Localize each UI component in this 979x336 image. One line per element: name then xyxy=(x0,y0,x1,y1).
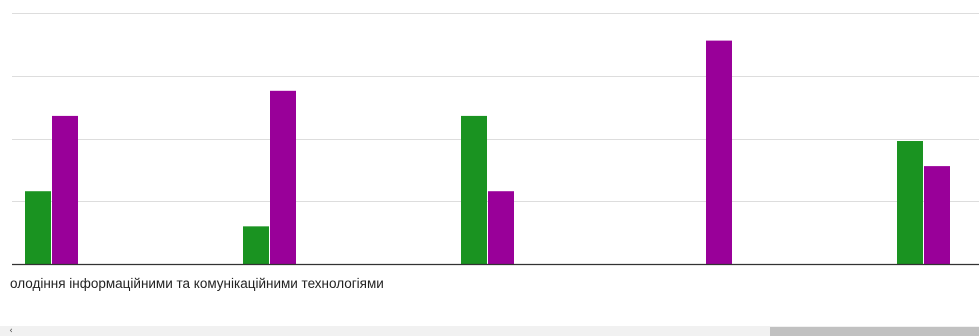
bar-series-1-group-5[interactable] xyxy=(897,141,923,264)
bar-series-2-group-5[interactable] xyxy=(924,166,950,264)
chart-caption: олодіння інформаційними та комунікаційни… xyxy=(10,276,384,291)
horizontal-scrollbar[interactable]: ‹ xyxy=(0,326,979,336)
scroll-left-icon[interactable]: ‹ xyxy=(9,326,13,336)
scrollbar-thumb[interactable] xyxy=(770,327,979,336)
bar-series-1-group-3[interactable] xyxy=(461,115,487,264)
chart-area xyxy=(12,13,979,266)
bar-series-2-group-2[interactable] xyxy=(270,90,296,264)
bar-series-1-group-1[interactable] xyxy=(25,191,51,264)
bar-series-2-group-4[interactable] xyxy=(706,40,732,264)
bar-series-1-group-2[interactable] xyxy=(243,226,269,264)
bar-series-2-group-1[interactable] xyxy=(52,115,78,264)
bar-series-2-group-3[interactable] xyxy=(488,191,514,264)
bar-chart xyxy=(12,13,979,266)
